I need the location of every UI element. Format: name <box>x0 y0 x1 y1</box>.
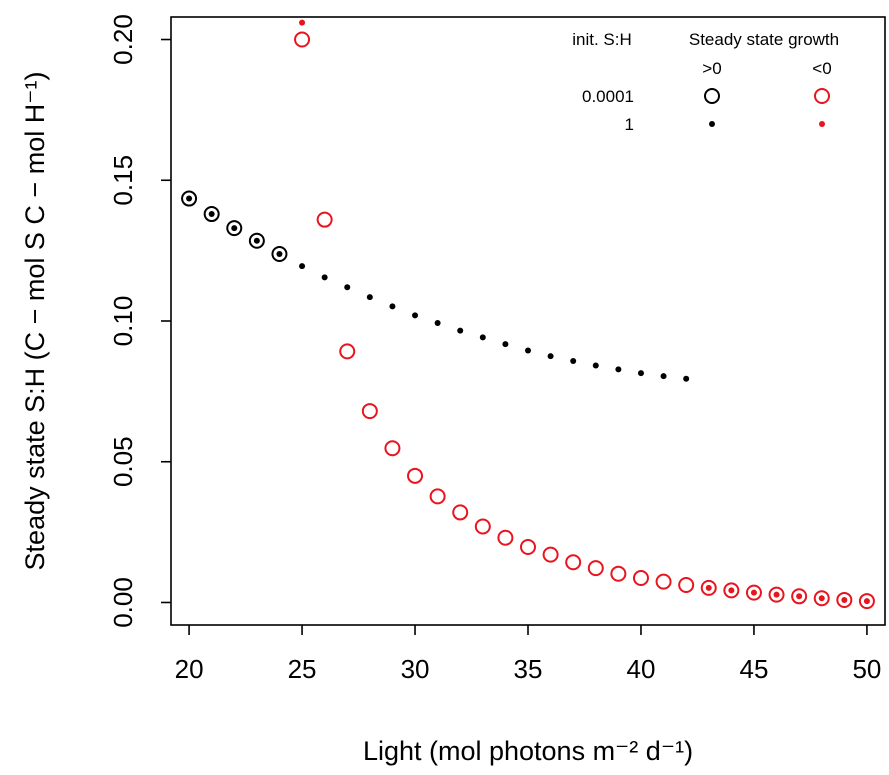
point-open-circle <box>248 232 265 249</box>
point-dot <box>299 19 306 26</box>
legend-row-label-low-init: 0.0001 <box>582 87 634 106</box>
point-open-circle <box>520 539 536 556</box>
legend-col-label-negative: <0 <box>812 59 831 78</box>
point-dot <box>863 598 870 605</box>
point-dot <box>637 370 644 377</box>
x-axis: 20 25 30 35 40 45 50 <box>175 625 881 684</box>
point-dot <box>344 284 351 291</box>
y-tick-label: 0.05 <box>108 436 138 487</box>
point-dot <box>389 303 396 310</box>
point-dot <box>796 593 803 600</box>
point-dot <box>592 362 599 369</box>
point-open-circle <box>181 190 198 207</box>
y-tick-label: 0.15 <box>108 155 138 206</box>
point-open-circle <box>700 579 717 596</box>
legend-row-label-high-init: 1 <box>625 115 634 134</box>
point-open-circle <box>745 584 762 601</box>
point-dot <box>253 237 260 244</box>
x-tick-label: 40 <box>627 654 656 684</box>
point-open-circle <box>429 488 446 505</box>
plot-area-border <box>170 16 886 626</box>
point-open-circle <box>271 246 288 263</box>
point-open-circle <box>836 591 853 608</box>
point-open-circle <box>768 586 785 603</box>
point-dot <box>818 595 825 602</box>
legend: init. S:H Steady state growth >0 <0 0.00… <box>572 30 839 134</box>
point-dot <box>502 341 509 348</box>
point-open-circle <box>361 403 378 420</box>
x-tick-label: 45 <box>739 654 768 684</box>
point-open-circle <box>858 593 875 610</box>
point-dot <box>525 347 531 354</box>
point-open-circle <box>294 31 311 48</box>
legend-marker-low-init-positive <box>704 88 720 104</box>
point-open-circle <box>407 467 424 484</box>
legend-row-header: init. S:H <box>572 30 632 49</box>
point-dot <box>299 263 306 270</box>
data-points <box>181 19 875 610</box>
point-open-circle <box>474 518 491 535</box>
point-dot <box>615 366 622 373</box>
y-tick-label: 0.00 <box>108 577 138 628</box>
legend-marker-high-init-positive <box>709 121 715 127</box>
y-axis: 0.00 0.05 0.10 0.15 0.20 <box>108 14 171 628</box>
legend-col-label-positive: >0 <box>702 59 721 78</box>
point-open-circle <box>452 504 469 521</box>
point-open-circle <box>542 546 559 563</box>
point-dot <box>366 294 373 301</box>
point-open-circle <box>632 569 649 586</box>
point-open-circle <box>497 529 514 546</box>
point-open-circle <box>610 565 627 582</box>
point-dot <box>231 225 238 232</box>
legend-col-header: Steady state growth <box>689 30 839 49</box>
y-tick-label: 0.20 <box>108 14 138 65</box>
legend-marker-high-init-negative <box>819 121 825 127</box>
point-open-circle <box>565 554 582 571</box>
x-tick-label: 20 <box>175 654 204 684</box>
point-dot <box>434 319 441 326</box>
point-dot <box>570 357 577 364</box>
point-open-circle <box>384 440 401 457</box>
y-tick-label: 0.10 <box>108 296 138 347</box>
point-open-circle <box>339 343 356 360</box>
point-open-circle <box>226 220 243 237</box>
x-axis-label: Light (mol photons m⁻² d⁻¹) <box>363 736 693 766</box>
point-dot <box>547 353 554 360</box>
point-dot <box>683 375 690 382</box>
point-open-circle <box>678 577 695 594</box>
point-open-circle <box>587 560 604 577</box>
point-dot <box>457 327 464 334</box>
point-dot <box>412 312 419 319</box>
point-dot <box>705 584 712 591</box>
point-dot <box>276 251 283 258</box>
point-dot <box>660 373 667 380</box>
point-dot <box>208 211 215 218</box>
point-dot <box>750 589 757 596</box>
point-dot <box>479 334 486 341</box>
point-dot <box>186 195 193 202</box>
y-axis-label: Steady state S:H (C − mol S C − mol H⁻¹) <box>20 72 50 571</box>
point-dot <box>728 587 735 594</box>
x-tick-label: 25 <box>288 654 317 684</box>
x-tick-label: 50 <box>852 654 881 684</box>
point-open-circle <box>655 573 672 590</box>
point-open-circle <box>813 590 830 607</box>
point-dot <box>773 591 780 598</box>
point-open-circle <box>316 211 333 228</box>
point-open-circle <box>203 206 220 223</box>
x-tick-label: 30 <box>401 654 430 684</box>
legend-marker-low-init-negative <box>814 88 830 104</box>
point-dot <box>321 274 328 281</box>
x-tick-label: 35 <box>514 654 543 684</box>
point-open-circle <box>723 582 740 599</box>
point-dot <box>841 596 848 603</box>
point-open-circle <box>791 588 808 605</box>
